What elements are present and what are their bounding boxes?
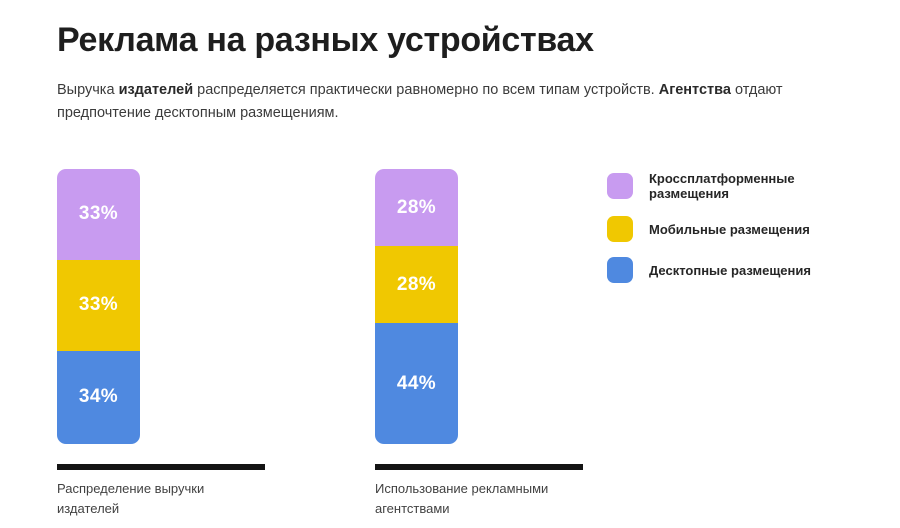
- bar-segment: 33%: [57, 259, 140, 351]
- caption-rule: [375, 464, 583, 470]
- caption-line: Распределение выручки: [57, 481, 205, 496]
- chart-publishers: 33% 33% 34% Распределение выручки издателе…: [57, 169, 265, 519]
- crossplatform-swatch-icon: [607, 173, 633, 199]
- desktop-swatch-icon: [607, 257, 633, 283]
- stacked-bar-publishers: 33% 33% 34%: [57, 169, 140, 444]
- segment-value-label: 28%: [396, 196, 437, 218]
- legend-label: Кроссплатформенные размещения: [649, 171, 795, 201]
- segment-value-label: 33%: [78, 294, 119, 316]
- mobile-swatch-icon: [607, 216, 633, 242]
- legend-item-crossplatform: Кроссплатформенные размещения: [607, 171, 860, 201]
- description-paragraph: Выручка издателей распределяется практич…: [57, 79, 860, 125]
- stacked-bar-agencies: 28% 28% 44%: [375, 169, 458, 444]
- chart-agencies: 28% 28% 44% Использование рекламными агент…: [375, 169, 583, 519]
- caption-rule: [57, 464, 265, 470]
- bar-segment: 28%: [375, 169, 458, 246]
- legend-label: Мобильные размещения: [649, 221, 810, 237]
- segment-value-label: 28%: [396, 273, 437, 295]
- segment-value-label: 44%: [396, 372, 437, 394]
- description-text: распределяется практически равномерно по…: [193, 82, 659, 98]
- legend-item-mobile: Мобильные размещения: [607, 216, 860, 242]
- bar-segment: 34%: [57, 350, 140, 444]
- bar-segment: 44%: [375, 323, 458, 444]
- description-bold-agencies: Агентства: [658, 82, 731, 98]
- description-text: отдают предпочтение десктопным размещени…: [57, 82, 783, 121]
- legend-item-desktop: Десктопные размещения: [607, 257, 860, 283]
- page-title: Реклама на разных устройствах: [57, 21, 594, 59]
- legend: Кроссплатформенные размещения Мобильные …: [607, 171, 860, 298]
- caption-line: Использование рекламными: [375, 481, 549, 496]
- bar-segment: 33%: [57, 169, 140, 260]
- segment-value-label: 33%: [78, 203, 119, 225]
- description-text: Выручка: [57, 82, 119, 98]
- chart-caption-publishers: Распределение выручки издателей: [57, 479, 265, 519]
- legend-label: Десктопные размещения: [649, 262, 811, 278]
- caption-line: издателей: [57, 501, 120, 516]
- segment-value-label: 34%: [78, 386, 119, 408]
- charts-and-legend: 33% 33% 34% Распределение выручки издателе…: [57, 169, 860, 519]
- bar-segment: 28%: [375, 246, 458, 323]
- charts-area: 33% 33% 34% Распределение выручки издателе…: [57, 169, 583, 519]
- caption-line: агентствами: [375, 501, 450, 516]
- chart-caption-agencies: Использование рекламными агентствами: [375, 479, 583, 519]
- description-bold-publishers: издателей: [118, 82, 194, 98]
